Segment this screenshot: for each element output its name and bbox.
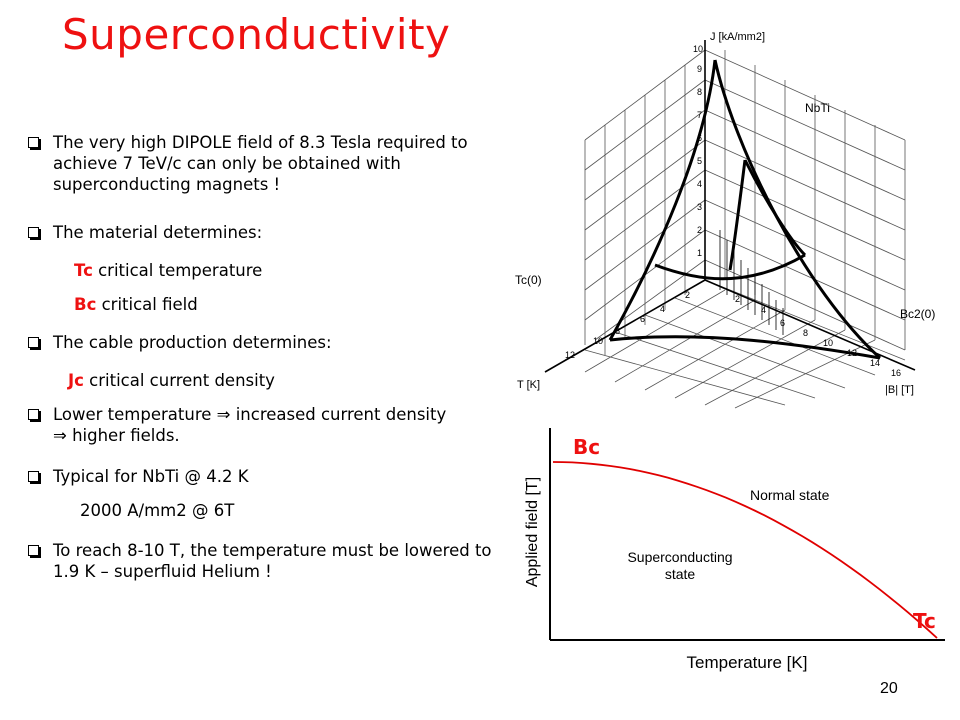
tc-label: Tc [913,609,936,633]
t-tick: 2 [685,290,690,300]
b-tick: 2 [735,294,740,304]
b-tick: 14 [870,358,880,368]
b-tick: 4 [761,305,766,315]
b-tick: 6 [780,318,785,328]
j-tick: 2 [697,225,702,235]
bc-item: Bc critical field [74,295,198,314]
critical-surface-figure: J [kA/mm2] NbTi Tc(0) Bc2(0) T [K] |B| [… [515,31,935,409]
bullet-item: To reach 8-10 T, the temperature must be… [28,540,498,582]
j-tick: 3 [697,202,702,212]
bc20-label: Bc2(0) [900,307,935,321]
page-number: 20 [880,680,898,697]
t-tick: 10 [593,336,603,346]
bullet-item: Typical for NbTi @ 4.2 K [28,466,498,487]
t-tick: 6 [640,314,645,324]
j-tick: 4 [697,179,702,189]
jc-item: Jc critical current density [68,371,275,390]
slide-title: Superconductivity [62,10,451,59]
x-axis-label: Temperature [K] [687,653,808,672]
checkbox-bullet-icon [28,337,39,348]
normal-state-label: Normal state [750,487,830,503]
checkbox-bullet-icon [28,409,39,420]
j-tick: 9 [697,64,702,74]
tc-item: Tc critical temperature [74,261,263,280]
nbti-value: 2000 A/mm2 @ 6T [80,501,235,520]
t-tick: 8 [615,326,620,336]
b-tick: 16 [891,368,901,378]
checkbox-bullet-icon [28,137,39,148]
material-label: NbTi [805,101,830,115]
bullet-item: Lower temperature ⇒ increased current de… [28,404,458,446]
critical-field-curve [552,461,938,639]
j-tick: 7 [697,110,702,120]
j-axis-label: J [kA/mm2] [710,31,765,43]
j-tick: 1 [697,248,702,258]
bullet-item: The very high DIPOLE field of 8.3 Tesla … [28,132,498,195]
bullet-item: The cable production determines: [28,332,498,353]
b-tick: 8 [803,328,808,338]
j-tick: 5 [697,156,702,166]
checkbox-bullet-icon [28,471,39,482]
b-axis-label: |B| [T] [885,384,914,396]
bc-label: Bc [573,435,600,459]
b-tick: 10 [823,338,833,348]
bullet-item: The material determines: [28,222,498,243]
phase-diagram-chart: Bc Tc Normal state Superconducting state … [524,428,945,672]
checkbox-bullet-icon [28,545,39,556]
t-axis-label: T [K] [517,379,540,391]
b-tick: 12 [847,348,857,358]
t-tick: 12 [565,350,575,360]
y-axis-label: Applied field [T] [524,477,541,587]
tc0-label: Tc(0) [515,273,542,287]
j-tick: 10 [693,44,703,54]
superconducting-state-label: Superconducting state [627,549,732,582]
j-tick: 6 [697,133,702,143]
checkbox-bullet-icon [28,227,39,238]
j-tick: 8 [697,87,702,97]
t-tick: 4 [660,304,665,314]
